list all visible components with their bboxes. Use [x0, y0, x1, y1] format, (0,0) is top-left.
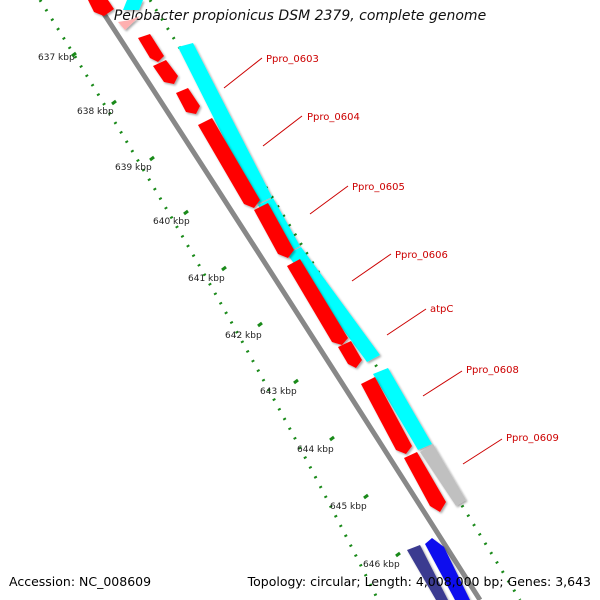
gene-label[interactable]: Ppro_0606: [395, 250, 448, 261]
kbp-label: 643 kbp: [260, 387, 297, 397]
genome-title: Pelobacter propionicus DSM 2379, complet…: [113, 8, 487, 24]
kbp-tick: [395, 551, 401, 558]
orf-segment-4: [373, 368, 432, 450]
cds-segment-0: [118, 16, 140, 30]
kbp-label: 646 kbp: [363, 560, 400, 570]
gene-label-layer: Ppro_0603 Ppro_0604 Ppro_0605 Ppro_0606 atpC…: [223, 54, 559, 465]
cds-segment-3: [176, 88, 200, 114]
gene-leader-line: [462, 438, 503, 465]
gene-label[interactable]: Ppro_0603: [266, 54, 319, 65]
backbone-track: [92, 0, 483, 600]
kbp-tick: [111, 99, 117, 106]
kbp-label: 642 kbp: [225, 331, 262, 341]
gene-leader-line: [351, 253, 392, 282]
cds-segment-1: [138, 34, 164, 62]
genome-summary-text: Topology: circular; Length: 4,008,000 bp…: [247, 574, 591, 589]
gene-label[interactable]: atpC: [430, 304, 453, 315]
kbp-label: 637 kbp: [38, 53, 75, 63]
gene-label[interactable]: Ppro_0608: [466, 365, 519, 376]
cds-segment-5: [254, 203, 294, 258]
kbp-tick: [183, 209, 189, 216]
navy-feature: [407, 545, 448, 600]
blue-feature: [425, 538, 470, 600]
kbp-tick: [221, 265, 227, 272]
orf-segment-3: [287, 247, 380, 362]
gene-leader-line: [223, 57, 263, 89]
kbp-label: 641 kbp: [188, 274, 225, 284]
kbp-tick: [363, 493, 369, 500]
cds-segment-top: [88, 0, 114, 16]
kbp-scale: 637 kbp 638 kbp 639 kbp 640 kbp 641 kbp 642 k…: [38, 51, 401, 570]
gene-label[interactable]: Ppro_0605: [352, 182, 405, 193]
gene-leader-line: [262, 115, 303, 147]
kbp-tick: [293, 378, 299, 385]
cds-segment-9: [404, 452, 446, 512]
kbp-tick: [71, 51, 77, 58]
kbp-label: 639 kbp: [115, 163, 152, 173]
kbp-label: 638 kbp: [77, 107, 114, 117]
kbp-tick: [329, 435, 335, 442]
cds-segment-8: [361, 377, 412, 454]
kbp-label: 644 kbp: [297, 445, 334, 455]
gray-feature: [420, 444, 466, 506]
cds-segment-7: [338, 341, 362, 368]
cds-track: [88, 0, 446, 512]
orf-segment-top: [123, 0, 143, 10]
kbp-tick: [257, 321, 263, 328]
accession-text: Accession: NC_008609: [9, 574, 152, 589]
cds-segment-6: [287, 259, 348, 345]
cds-segment-4: [198, 118, 260, 208]
gene-leader-line: [386, 308, 427, 336]
gene-leader-line: [309, 185, 349, 215]
kbp-label: 645 kbp: [330, 502, 367, 512]
kbp-label: 640 kbp: [153, 217, 190, 227]
gene-label[interactable]: Ppro_0609: [506, 433, 559, 444]
gene-label[interactable]: Ppro_0604: [307, 112, 360, 123]
kbp-tick: [149, 155, 155, 162]
orf-segment-1: [178, 43, 272, 204]
cds-segment-2: [153, 60, 178, 84]
gene-leader-line: [422, 370, 463, 397]
